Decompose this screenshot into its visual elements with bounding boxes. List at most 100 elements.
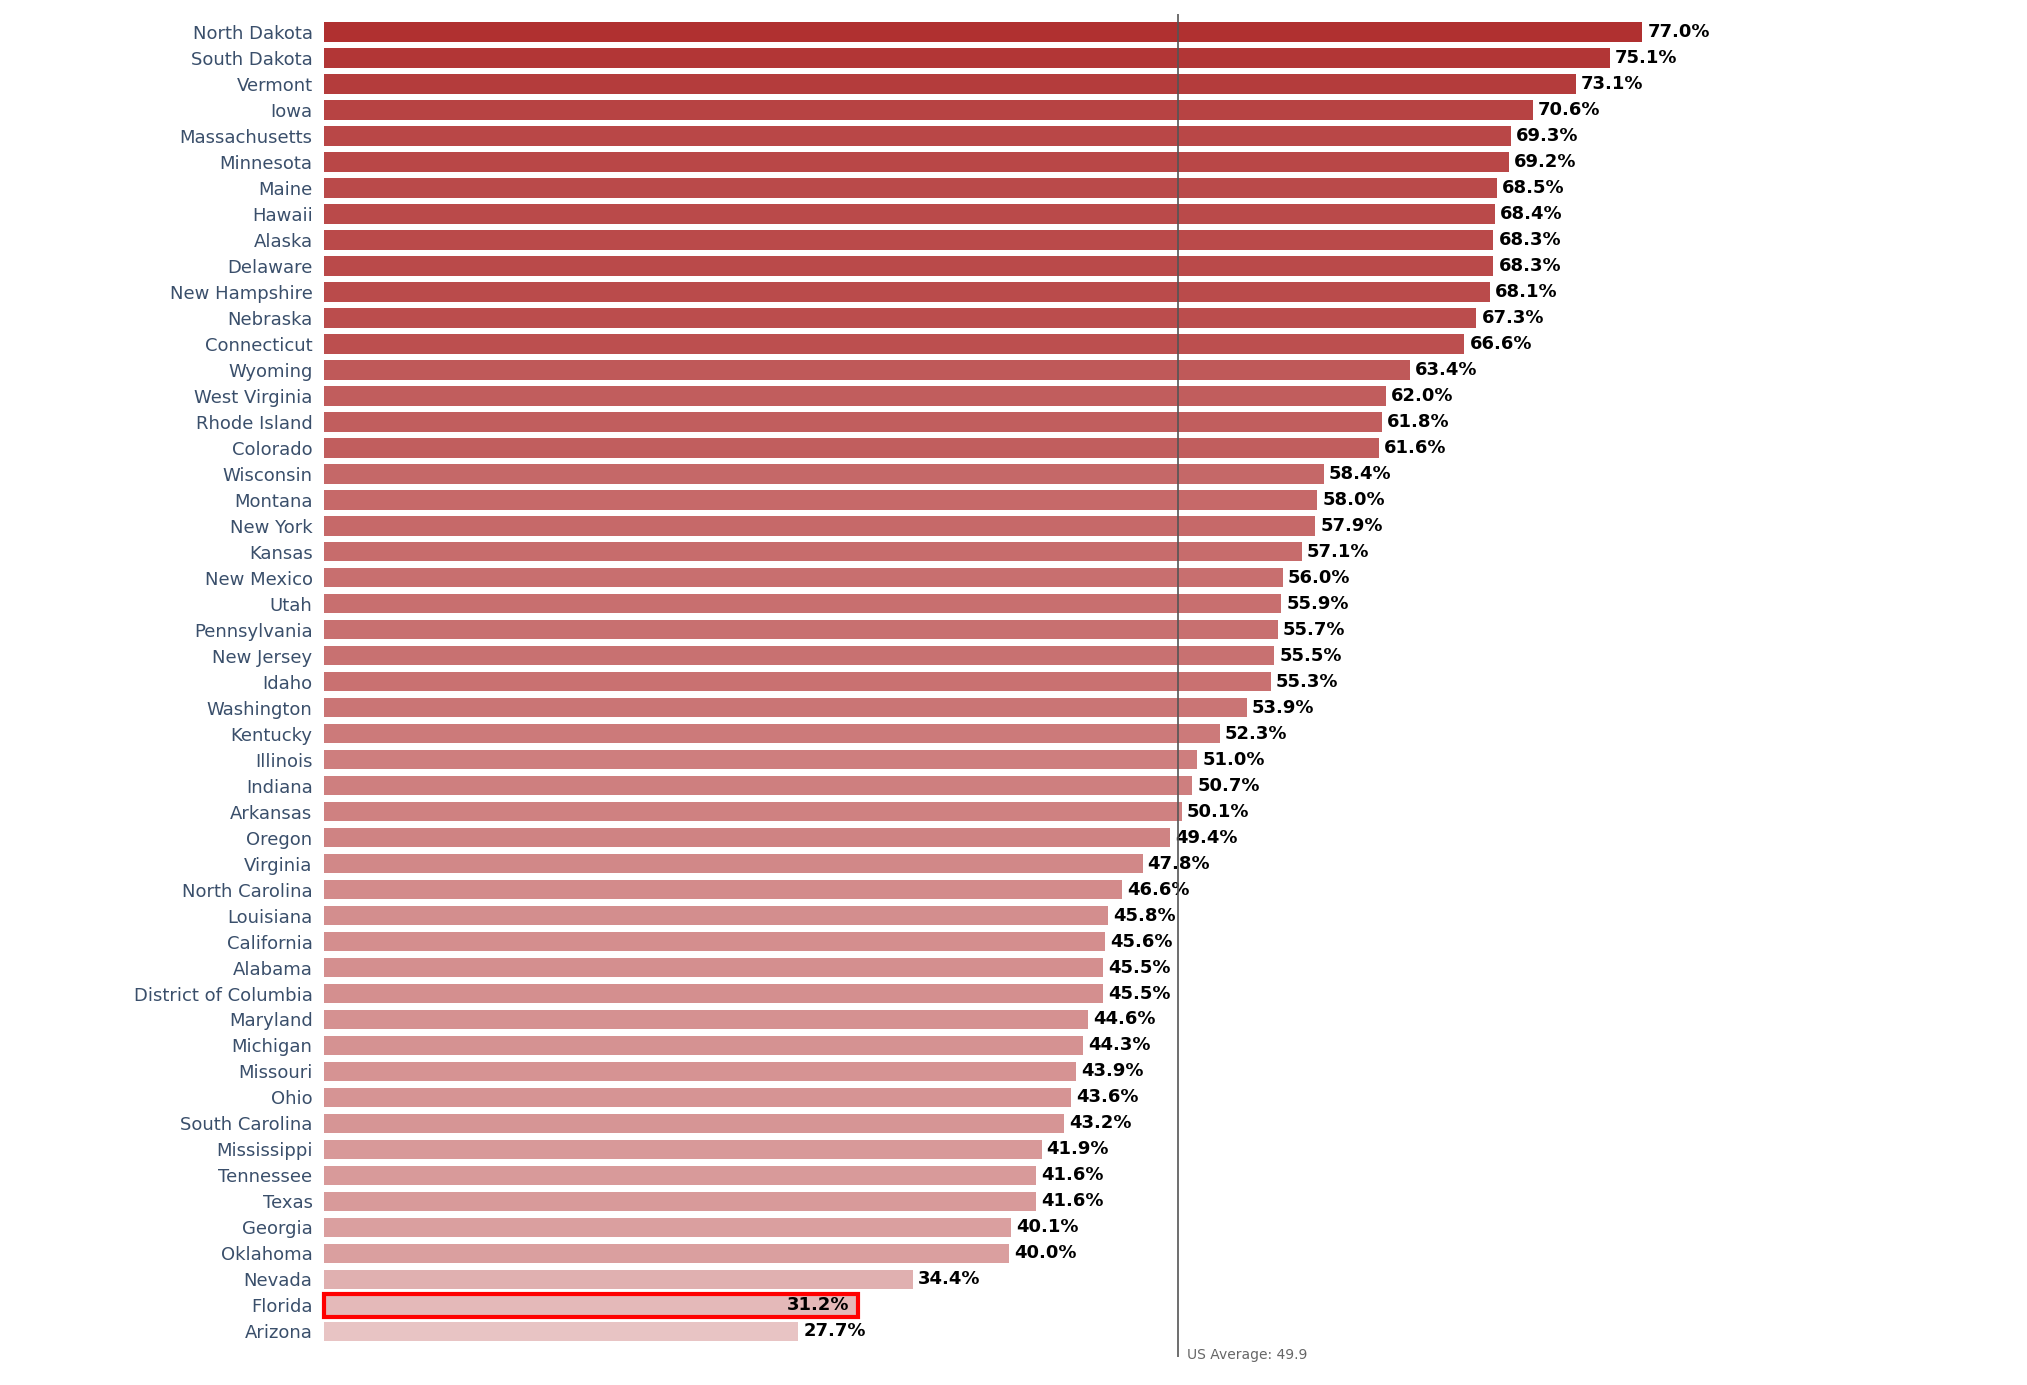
- Bar: [324, 152, 1508, 172]
- Text: 73.1%: 73.1%: [1581, 75, 1644, 93]
- Bar: [324, 413, 1382, 432]
- Text: 57.9%: 57.9%: [1320, 517, 1382, 535]
- Text: 68.1%: 68.1%: [1496, 283, 1557, 301]
- Bar: [324, 230, 1494, 249]
- Bar: [324, 906, 1109, 925]
- Bar: [324, 749, 1198, 770]
- Text: 68.3%: 68.3%: [1498, 231, 1561, 249]
- Bar: [324, 1062, 1076, 1082]
- Bar: [324, 1010, 1088, 1029]
- Text: 43.2%: 43.2%: [1068, 1115, 1131, 1133]
- Text: 68.3%: 68.3%: [1498, 256, 1561, 274]
- Bar: [324, 802, 1182, 821]
- Bar: [324, 1270, 912, 1289]
- Bar: [324, 879, 1123, 899]
- Text: 69.2%: 69.2%: [1514, 152, 1577, 170]
- Bar: [324, 568, 1283, 587]
- Text: 27.7%: 27.7%: [803, 1323, 866, 1341]
- Text: 62.0%: 62.0%: [1391, 386, 1453, 404]
- Text: 31.2%: 31.2%: [786, 1296, 849, 1314]
- Text: 55.3%: 55.3%: [1277, 673, 1338, 691]
- Text: US Average: 49.9: US Average: 49.9: [1188, 1348, 1307, 1361]
- Text: 34.4%: 34.4%: [918, 1270, 981, 1288]
- Text: 68.4%: 68.4%: [1500, 205, 1563, 223]
- Bar: [324, 542, 1301, 561]
- Bar: [324, 776, 1192, 795]
- Text: 45.6%: 45.6%: [1111, 932, 1172, 950]
- Bar: [324, 698, 1247, 717]
- Bar: [324, 958, 1103, 978]
- Text: 40.1%: 40.1%: [1016, 1219, 1078, 1237]
- Text: 70.6%: 70.6%: [1538, 101, 1601, 119]
- Bar: [324, 1114, 1064, 1133]
- Bar: [324, 1321, 799, 1341]
- Bar: [324, 932, 1105, 951]
- Bar: [324, 179, 1496, 198]
- Text: 49.4%: 49.4%: [1176, 828, 1238, 846]
- Bar: [324, 22, 1642, 42]
- Bar: [324, 1217, 1011, 1237]
- Text: 69.3%: 69.3%: [1516, 127, 1579, 145]
- Bar: [324, 438, 1378, 457]
- Text: 67.3%: 67.3%: [1482, 309, 1545, 327]
- Bar: [324, 100, 1532, 119]
- Bar: [324, 1191, 1036, 1210]
- Bar: [324, 283, 1490, 302]
- Text: 51.0%: 51.0%: [1202, 751, 1265, 769]
- Bar: [324, 126, 1510, 145]
- Bar: [324, 1087, 1070, 1107]
- Bar: [324, 645, 1275, 665]
- Text: 63.4%: 63.4%: [1415, 361, 1478, 379]
- Text: 66.6%: 66.6%: [1470, 335, 1532, 353]
- Bar: [324, 256, 1494, 276]
- Bar: [324, 307, 1476, 328]
- Text: 53.9%: 53.9%: [1253, 698, 1316, 716]
- Text: 58.0%: 58.0%: [1322, 490, 1384, 508]
- Bar: [324, 386, 1386, 406]
- Text: 43.9%: 43.9%: [1080, 1062, 1143, 1080]
- Bar: [324, 594, 1281, 614]
- Bar: [324, 1036, 1082, 1055]
- Bar: [324, 464, 1324, 483]
- Bar: [324, 983, 1103, 1003]
- Text: 45.5%: 45.5%: [1109, 958, 1172, 976]
- Text: 57.1%: 57.1%: [1307, 543, 1370, 561]
- Text: 55.5%: 55.5%: [1279, 647, 1342, 665]
- Text: 58.4%: 58.4%: [1330, 465, 1393, 483]
- Text: 61.6%: 61.6%: [1384, 439, 1447, 457]
- Bar: [324, 204, 1496, 224]
- Text: 61.8%: 61.8%: [1386, 413, 1449, 431]
- Bar: [324, 1140, 1042, 1159]
- Text: 77.0%: 77.0%: [1648, 24, 1711, 42]
- Text: 44.6%: 44.6%: [1093, 1011, 1155, 1029]
- Bar: [324, 1166, 1036, 1186]
- Text: 68.5%: 68.5%: [1502, 179, 1565, 197]
- Text: 41.9%: 41.9%: [1046, 1140, 1109, 1158]
- Bar: [324, 75, 1575, 94]
- Bar: [324, 828, 1170, 848]
- Text: 50.1%: 50.1%: [1188, 802, 1249, 820]
- Bar: [324, 490, 1318, 510]
- Text: 55.7%: 55.7%: [1283, 620, 1346, 638]
- Text: 52.3%: 52.3%: [1224, 724, 1287, 742]
- Text: 45.8%: 45.8%: [1113, 907, 1176, 925]
- Bar: [324, 724, 1220, 744]
- Text: 45.5%: 45.5%: [1109, 985, 1172, 1003]
- Bar: [324, 517, 1316, 536]
- Text: 44.3%: 44.3%: [1088, 1036, 1149, 1054]
- Bar: [324, 48, 1609, 68]
- Text: 43.6%: 43.6%: [1076, 1089, 1139, 1107]
- Text: 41.6%: 41.6%: [1042, 1192, 1105, 1210]
- Text: 55.9%: 55.9%: [1287, 594, 1348, 612]
- Text: 75.1%: 75.1%: [1616, 48, 1678, 66]
- Bar: [324, 672, 1271, 691]
- Text: 46.6%: 46.6%: [1127, 881, 1190, 899]
- Text: 56.0%: 56.0%: [1287, 569, 1350, 587]
- Bar: [324, 334, 1463, 353]
- Text: 50.7%: 50.7%: [1198, 777, 1261, 795]
- Bar: [324, 1244, 1009, 1263]
- Bar: [324, 853, 1143, 874]
- Text: 40.0%: 40.0%: [1014, 1244, 1076, 1262]
- Text: 47.8%: 47.8%: [1147, 855, 1210, 873]
- Bar: [324, 620, 1277, 640]
